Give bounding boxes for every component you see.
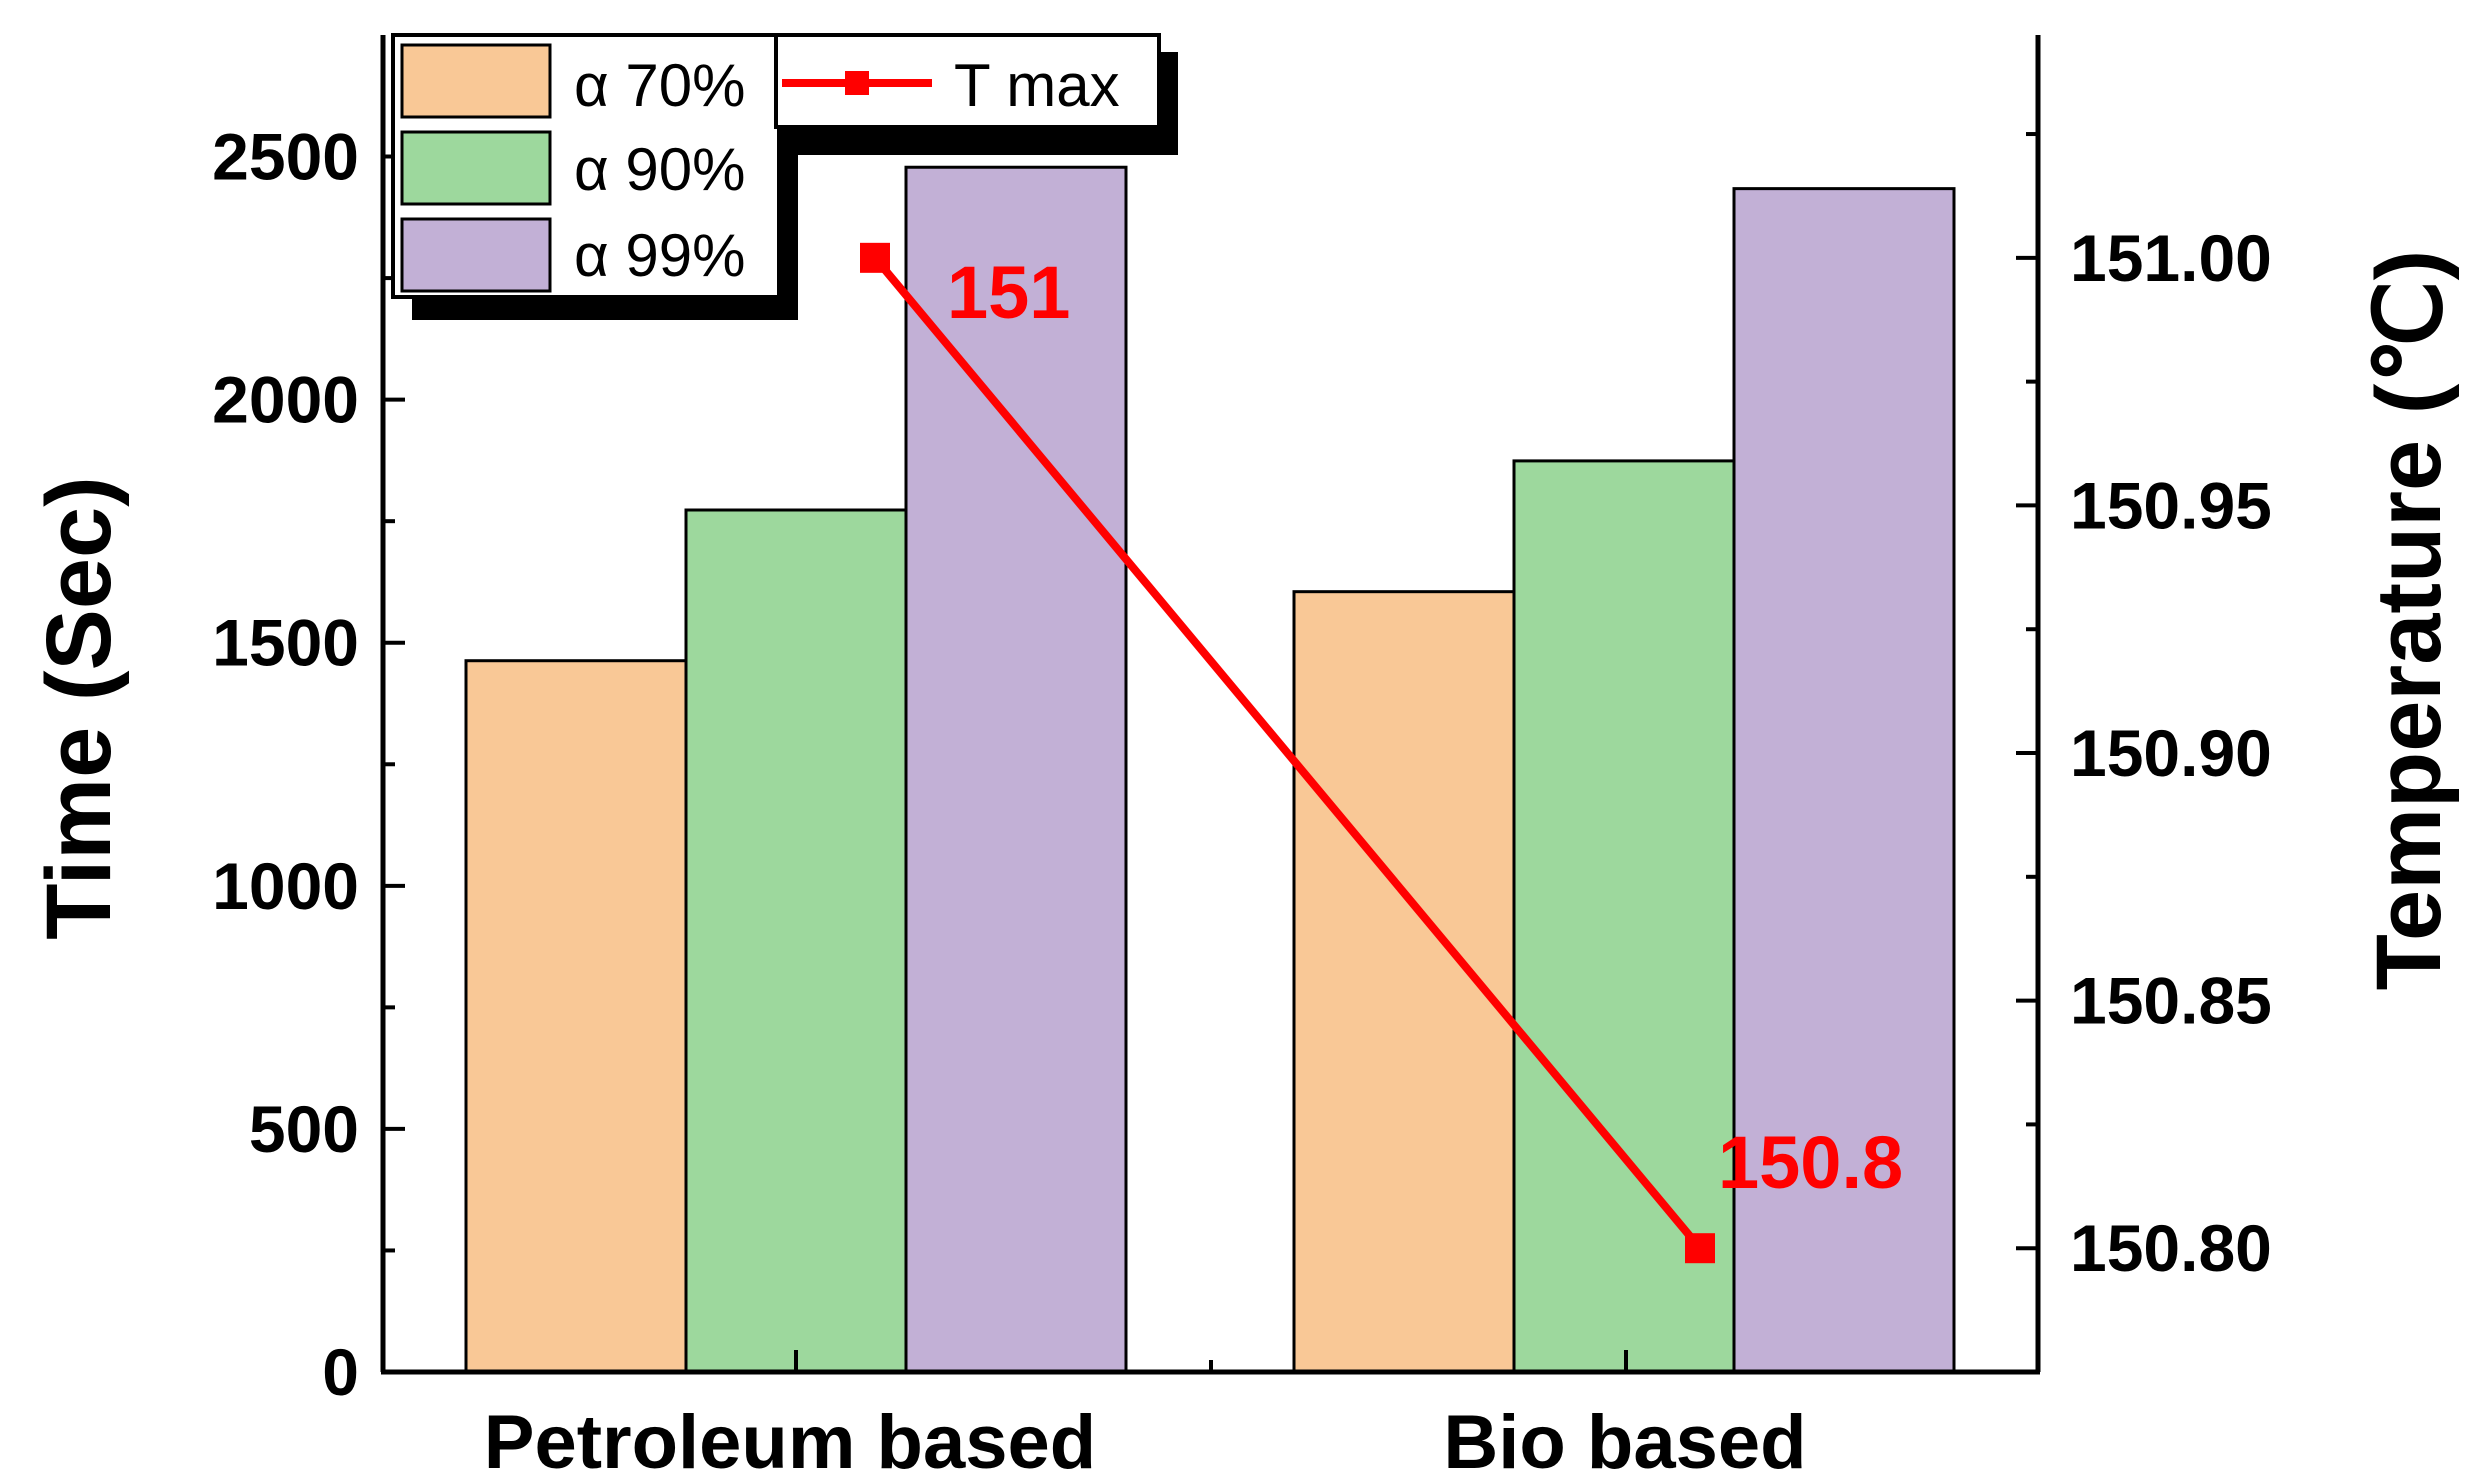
category-label-bio: Bio based — [1443, 1400, 1806, 1484]
left-tick-label-4: 2000 — [212, 363, 359, 437]
right-tick-label-2: 150.90 — [2070, 716, 2272, 790]
right-tick-label-4: 151.00 — [2070, 221, 2272, 295]
tmax-marker-1 — [1685, 1233, 1715, 1264]
right-tick-label-3: 150.95 — [2070, 468, 2272, 542]
legend-swatch-alpha70 — [400, 43, 552, 119]
left-tick-label-5: 2500 — [212, 120, 359, 194]
left-tick-label-3: 1500 — [212, 606, 359, 680]
legend-label-alpha70: α 70% — [574, 52, 745, 119]
ticks-layer: 0 500 1000 1500 2000 2500 150.80 150.85 150.90 15… — [212, 120, 2272, 1409]
right-tick-label-1: 150.85 — [2070, 964, 2272, 1038]
legend-label-alpha90: α 90% — [574, 136, 745, 203]
bar-bio-based-series-2 — [1732, 187, 1956, 1374]
tmax-data-label-0: 151 — [947, 251, 1070, 334]
legend-swatch-alpha99 — [400, 217, 552, 293]
tmax-data-label-1: 150.8 — [1718, 1121, 1903, 1204]
category-labels: Petroleum based Bio based — [484, 1400, 1807, 1484]
bars-layer — [464, 165, 1956, 1374]
left-axis-title: Time (Sec) — [28, 476, 130, 940]
bar-petroleum-based-series-1 — [684, 508, 908, 1374]
bar-petroleum-based-series-2 — [904, 165, 1128, 1374]
legend-tmax-marker — [845, 71, 869, 95]
tmax-line-layer: 151 150.8 — [860, 242, 1903, 1264]
right-axis-title: Temperature (℃) — [2358, 250, 2460, 991]
bar-bio-based-series-1 — [1512, 459, 1736, 1374]
legend[interactable]: α 70% α 90% α 99% T max — [391, 33, 1178, 320]
legend-label-tmax: T max — [954, 52, 1120, 119]
bar-petroleum-based-series-0 — [464, 659, 688, 1374]
left-tick-label-1: 500 — [249, 1092, 359, 1166]
legend-swatch-alpha90 — [400, 130, 552, 206]
right-tick-label-0: 150.80 — [2070, 1211, 2272, 1285]
legend-label-alpha99: α 99% — [574, 222, 745, 289]
tmax-line — [871, 255, 1704, 1251]
tmax-marker-0 — [860, 242, 890, 273]
category-label-petroleum: Petroleum based — [484, 1400, 1096, 1484]
left-tick-label-2: 1000 — [212, 849, 359, 923]
left-tick-label-0: 0 — [322, 1335, 359, 1409]
